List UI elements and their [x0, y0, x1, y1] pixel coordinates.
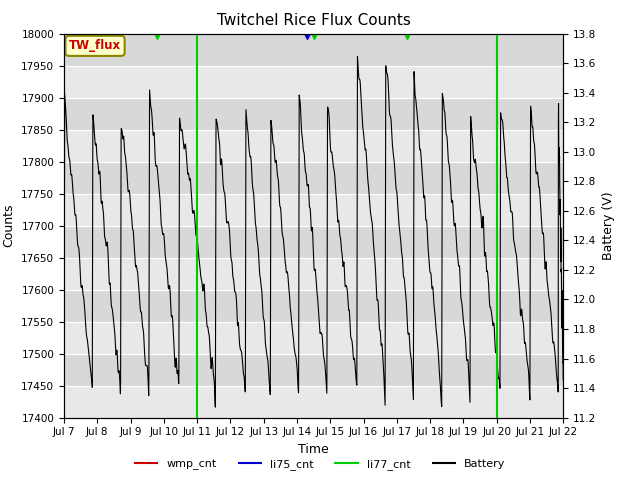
Battery [354, 53, 362, 59]
Bar [64, 258, 563, 289]
Line: Battery: Battery [64, 56, 563, 407]
Legend: wmp_cnt, li75_cnt, li77_cnt, Battery: wmp_cnt, li75_cnt, li77_cnt, Battery [131, 455, 509, 474]
Y-axis label: Counts: Counts [3, 204, 16, 247]
Battery [559, 377, 567, 383]
Title: Twitchel Rice Flux Counts: Twitchel Rice Flux Counts [217, 13, 410, 28]
X-axis label: Time: Time [298, 443, 329, 456]
Bar [64, 385, 563, 418]
Battery [211, 404, 219, 410]
Bar [64, 226, 563, 258]
Bar [64, 289, 563, 322]
Bar [64, 34, 563, 66]
Bar [64, 193, 563, 226]
Bar [64, 97, 563, 130]
Bar [64, 322, 563, 354]
Battery [496, 385, 504, 391]
Bar [64, 130, 563, 162]
Battery [60, 389, 68, 395]
Battery [550, 339, 557, 345]
Battery [117, 218, 125, 224]
Bar [64, 354, 563, 385]
Battery [147, 102, 154, 108]
Bar [64, 162, 563, 193]
Y-axis label: Battery (V): Battery (V) [602, 192, 615, 260]
Text: TW_flux: TW_flux [69, 39, 121, 52]
Battery [273, 170, 281, 176]
Bar [64, 66, 563, 97]
Battery [252, 222, 259, 228]
